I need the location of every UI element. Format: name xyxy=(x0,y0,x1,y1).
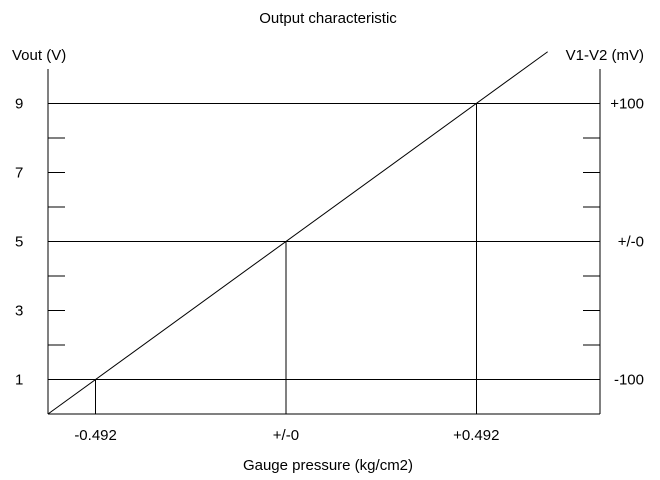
y-right-tick-label: +100 xyxy=(610,96,644,113)
y-left-tick-label: 1 xyxy=(15,372,23,389)
y-left-tick-label: 3 xyxy=(15,303,23,320)
y-left-tick-label: 5 xyxy=(15,234,23,251)
plot-area: 1 3 5 7 9 -100 +/-0 +100 -0.492 +/-0 +0.492 xyxy=(15,51,644,444)
chart-title: Output characteristic xyxy=(259,10,397,27)
y-right-tick-label: -100 xyxy=(614,372,644,389)
y-left-tick-label: 9 xyxy=(15,96,23,113)
series-line xyxy=(47,51,548,415)
x-tick-label: -0.492 xyxy=(74,427,117,444)
x-tick-label: +/-0 xyxy=(273,427,299,444)
x-tick-label: +0.492 xyxy=(453,427,499,444)
y-right-tick-label: +/-0 xyxy=(618,234,644,251)
x-axis-label: Gauge pressure (kg/cm2) xyxy=(243,457,413,474)
y-left-axis-label: Vout (V) xyxy=(12,47,66,64)
y-right-axis-label: V1-V2 (mV) xyxy=(566,47,644,64)
y-left-tick-label: 7 xyxy=(15,165,23,182)
